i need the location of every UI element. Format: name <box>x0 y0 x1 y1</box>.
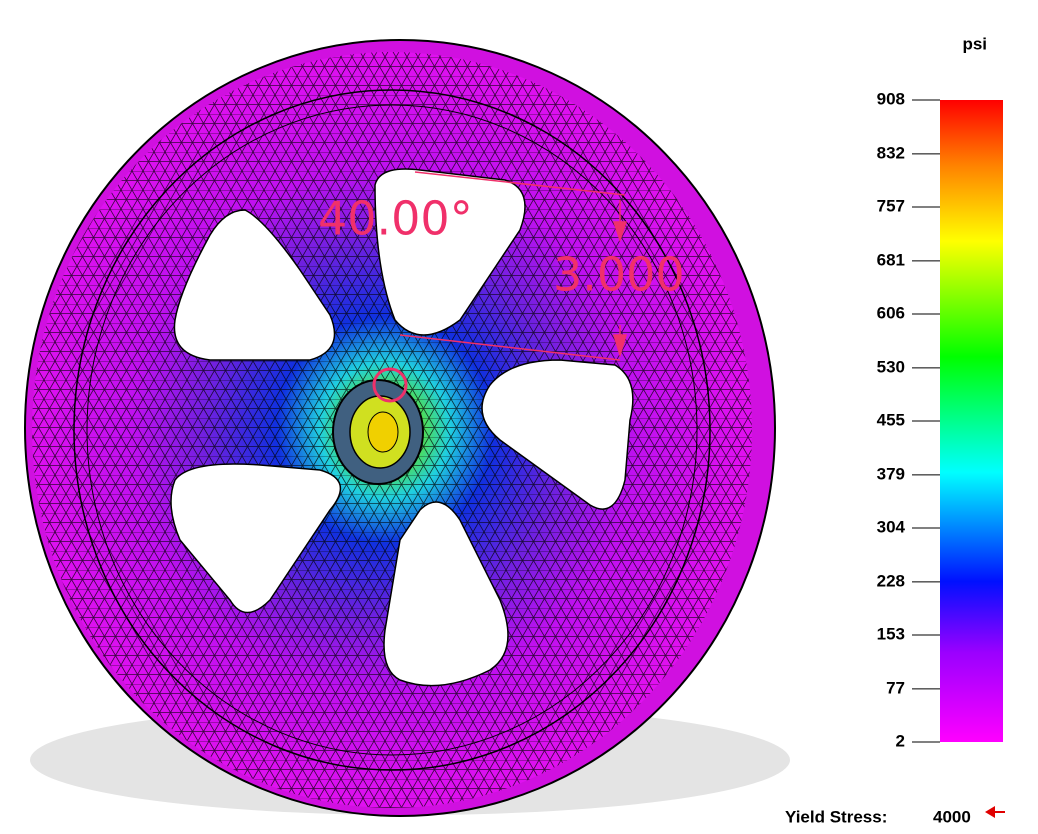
yield-label: Yield Stress: <box>785 807 887 826</box>
legend-tick-label: 379 <box>877 464 905 483</box>
legend: psi 908 832 757 681 606 530 455 379 304 228 153 77 2 <box>877 34 1003 750</box>
wheel-model: 40.00° 3.000 <box>25 40 790 816</box>
angle-annotation: 40.00° <box>318 192 473 246</box>
legend-tick-label: 2 <box>896 731 905 750</box>
legend-unit: psi <box>962 34 987 53</box>
legend-tick-label: 832 <box>877 143 905 162</box>
legend-tick-label: 304 <box>877 517 906 536</box>
color-bar <box>940 100 1003 742</box>
legend-tick-label: 228 <box>877 571 905 590</box>
legend-tick-label: 908 <box>877 89 905 108</box>
legend-tick-label: 530 <box>877 357 905 376</box>
yield-arrow <box>985 806 1005 818</box>
legend-tick-label: 153 <box>877 624 905 643</box>
legend-tick-label: 606 <box>877 303 905 322</box>
legend-tick-label: 681 <box>877 250 905 269</box>
yield-value: 4000 <box>933 807 971 826</box>
legend-tick-label: 77 <box>886 678 905 697</box>
legend-tick-label: 757 <box>877 196 905 215</box>
viewport: 40.00° 3.000 psi 908 832 757 681 606 530 455 37… <box>0 0 1038 834</box>
length-annotation: 3.000 <box>553 248 685 302</box>
legend-tick-label: 455 <box>877 410 905 429</box>
page: {"legend":{"unit":"psi","ticks":[908,832… <box>0 0 1038 834</box>
